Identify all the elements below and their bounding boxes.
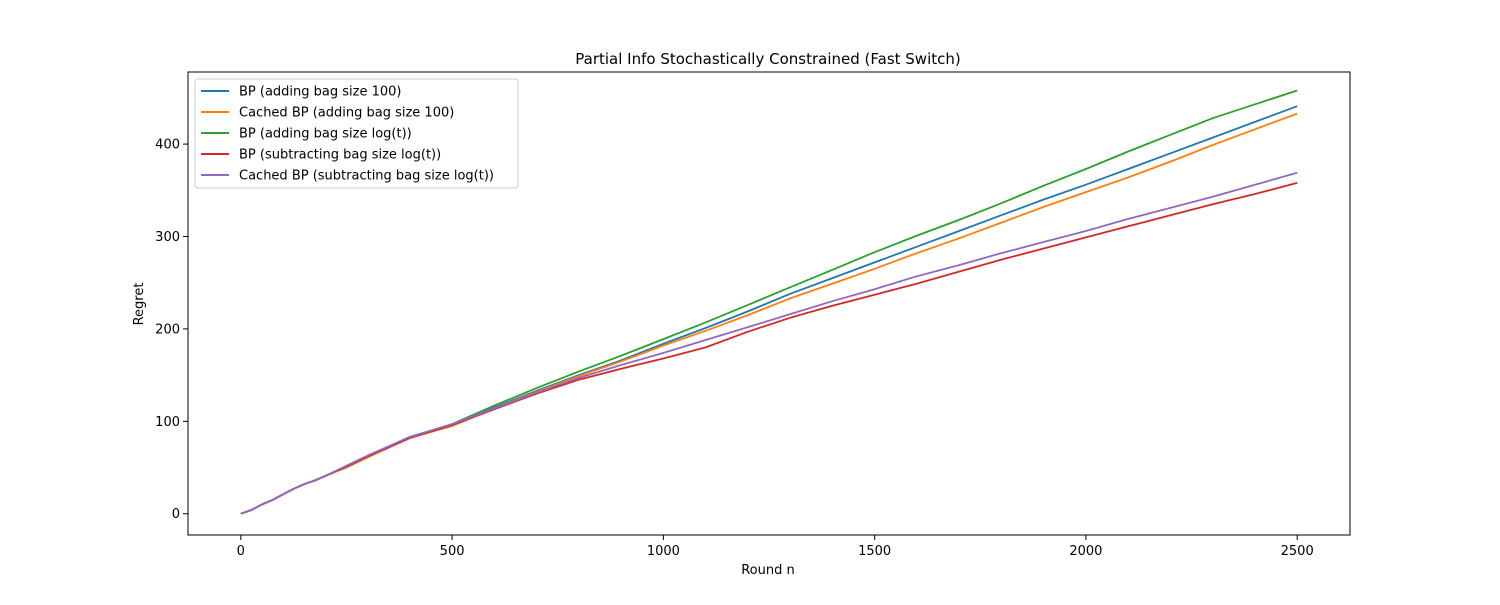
y-tick-label: 100 [155,415,180,430]
y-axis-label: Regret [132,283,147,326]
x-axis-label: Round n [741,563,795,578]
x-tick-label: 1500 [858,544,891,559]
series-lines [240,89,1298,515]
legend-label: BP (adding bag size 100) [239,85,402,100]
legend-label: BP (subtracting bag size log(t)) [239,148,441,163]
chart-title: Partial Info Stochastically Constrained … [575,50,960,68]
x-tick-label: 2000 [1069,544,1102,559]
y-tick-label: 300 [155,230,180,245]
x-tick-label: 2500 [1281,544,1314,559]
plot-area-frame [187,71,1351,536]
legend-label: Cached BP (subtracting bag size log(t)) [239,169,494,184]
y-tick-label: 400 [155,138,180,153]
x-tick-label: 0 [237,544,245,559]
x-tick-label: 500 [440,544,465,559]
legend: BP (adding bag size 100) Cached BP (addin… [194,78,519,189]
x-tick-label: 1000 [647,544,680,559]
legend-label: Cached BP (adding bag size 100) [239,106,454,121]
x-axis-ticks: 0 500 1000 1500 2000 2500 [237,535,1314,559]
y-axis-ticks: 0 100 200 300 400 [155,138,188,522]
legend-label: BP (adding bag size log(t)) [239,127,412,142]
y-tick-label: 200 [155,322,180,337]
series-line-5 [240,171,1298,515]
y-tick-label: 0 [172,507,180,522]
series-line-4 [240,182,1298,515]
legend-box [194,78,519,189]
